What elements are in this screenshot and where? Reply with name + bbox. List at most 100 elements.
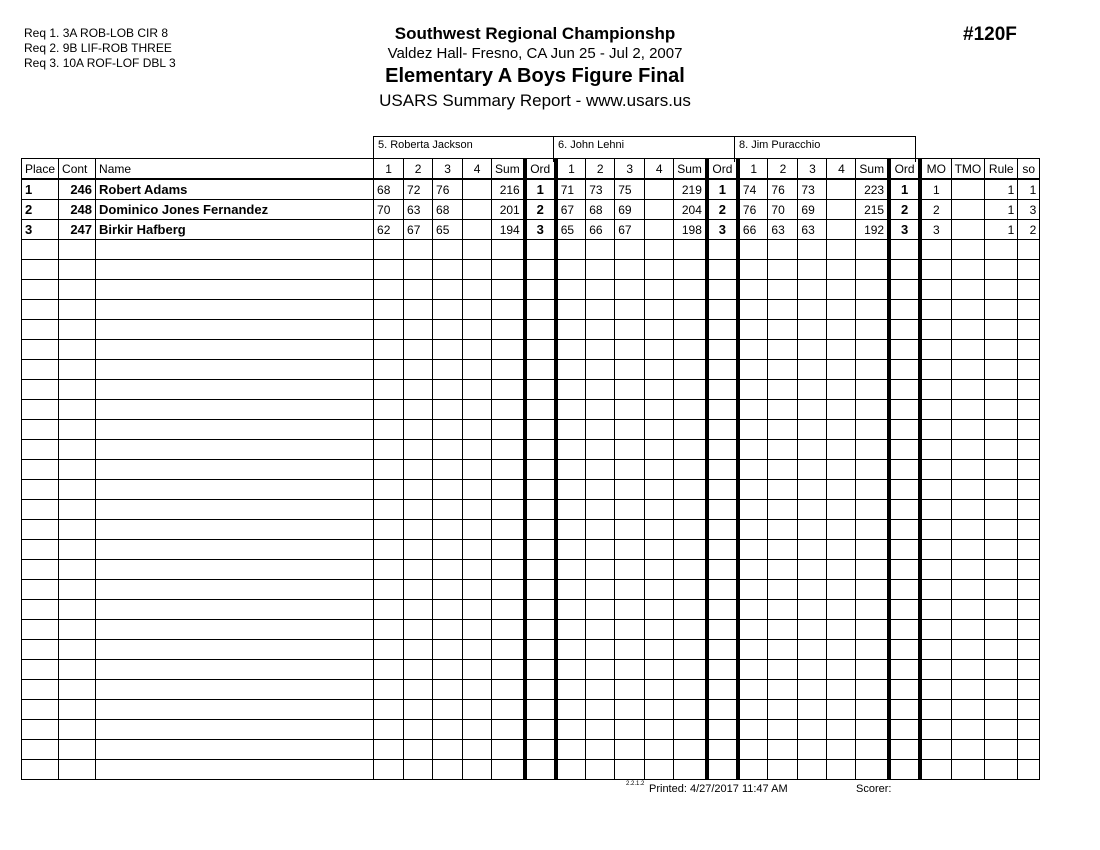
cont-cell: [58, 599, 97, 620]
table-row: [20, 239, 1041, 260]
score-cell: [585, 579, 616, 600]
name-cell: [95, 459, 375, 480]
score-cell: [614, 239, 646, 260]
name-cell: [95, 639, 375, 660]
ord-cell: [522, 299, 557, 320]
score-cell: 66: [585, 219, 616, 240]
table-row: [20, 499, 1041, 520]
score-cell: [767, 599, 799, 620]
score-cell: [585, 619, 616, 640]
score-cell: [403, 659, 434, 680]
score-cell: [797, 439, 828, 460]
ord-cell: [704, 519, 739, 540]
score-cell: [403, 239, 434, 260]
ord-cell: [887, 459, 921, 480]
score-cell: [767, 519, 799, 540]
score-cell: [614, 439, 646, 460]
sum-cell: [855, 279, 890, 300]
score-cell: [767, 559, 799, 580]
score-cell: 69: [797, 199, 828, 220]
so-cell: [1017, 559, 1041, 580]
score-cell: [644, 399, 675, 420]
tmo-cell: [950, 619, 986, 640]
name-cell: [95, 259, 375, 280]
score-cell: [797, 379, 828, 400]
mo-cell: 3: [918, 219, 952, 240]
score-cell: [432, 599, 464, 620]
score-cell: [432, 279, 464, 300]
so-cell: [1017, 619, 1041, 640]
col-rule: Rule: [984, 158, 1019, 180]
name-cell: [95, 659, 375, 680]
score-cell: [735, 379, 769, 400]
ord-cell: [522, 759, 557, 780]
so-cell: [1017, 259, 1041, 280]
mo-cell: [918, 419, 952, 440]
score-cell: [735, 639, 769, 660]
score-cell: [614, 679, 646, 700]
mo-cell: [918, 259, 952, 280]
score-cell: 70: [373, 199, 405, 220]
score-cell: [553, 539, 587, 560]
score-cell: 74: [735, 178, 769, 200]
mo-cell: [918, 239, 952, 260]
score-cell: [644, 199, 675, 220]
score-cell: [553, 259, 587, 280]
score-cell: [614, 299, 646, 320]
ord-cell: [522, 539, 557, 560]
ord-cell: 1: [887, 178, 921, 200]
score-cell: [403, 739, 434, 760]
score-cell: [797, 459, 828, 480]
sum-cell: [673, 619, 708, 640]
score-cell: [462, 759, 493, 780]
score-cell: 70: [767, 199, 799, 220]
score-cell: [644, 419, 675, 440]
ord-cell: 3: [704, 219, 739, 240]
score-cell: [767, 399, 799, 420]
score-cell: [735, 599, 769, 620]
ord-cell: [887, 339, 921, 360]
ord-cell: [887, 399, 921, 420]
score-cell: [767, 439, 799, 460]
sum-cell: [855, 519, 890, 540]
sum-cell: [673, 579, 708, 600]
cont-cell: [58, 399, 97, 420]
col-score: 1: [735, 158, 769, 180]
name-cell: Robert Adams: [95, 178, 375, 200]
footer-code: 2.2.1.2: [626, 781, 645, 787]
col-so: so: [1017, 158, 1041, 180]
ord-cell: [522, 639, 557, 660]
sum-cell: 194: [491, 219, 526, 240]
ord-cell: [887, 239, 921, 260]
score-cell: [403, 719, 434, 740]
sum-cell: [855, 739, 890, 760]
ord-cell: [704, 319, 739, 340]
sum-cell: [491, 739, 526, 760]
event-number: #120F: [963, 24, 1017, 45]
col-place: Place: [20, 158, 60, 180]
report-subtitle: USARS Summary Report - www.usars.us: [379, 91, 691, 110]
score-cell: [403, 299, 434, 320]
score-cell: [462, 519, 493, 540]
tmo-cell: [950, 719, 986, 740]
venue-dates: Valdez Hall- Fresno, CA Jun 25 - Jul 2, …: [387, 45, 683, 62]
ord-cell: [704, 679, 739, 700]
score-cell: [553, 639, 587, 660]
score-cell: [553, 319, 587, 340]
score-cell: [403, 599, 434, 620]
sum-cell: [673, 419, 708, 440]
sum-cell: [673, 439, 708, 460]
score-cell: [614, 719, 646, 740]
scorer-label: Scorer:: [856, 783, 892, 795]
score-cell: [373, 559, 405, 580]
mo-cell: [918, 459, 952, 480]
table-row: [20, 419, 1041, 440]
sum-cell: [855, 719, 890, 740]
score-cell: [614, 379, 646, 400]
ord-cell: 1: [704, 178, 739, 200]
name-cell: [95, 479, 375, 500]
sum-cell: [673, 279, 708, 300]
col-score: 3: [797, 158, 828, 180]
score-cell: [373, 739, 405, 760]
score-cell: [735, 459, 769, 480]
